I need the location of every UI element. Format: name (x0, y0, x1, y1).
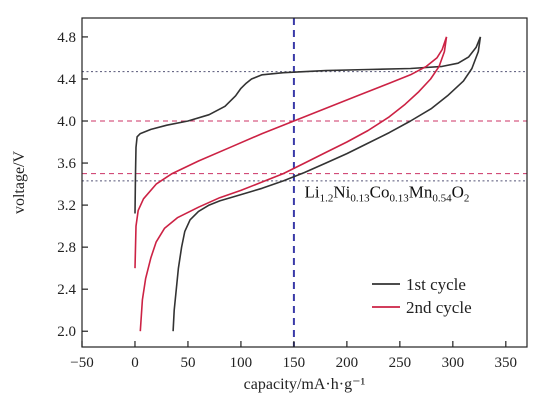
x-tick-label: 50 (180, 355, 195, 371)
x-tick-label: 250 (389, 355, 412, 371)
y-axis-label: voltage/V (11, 151, 28, 215)
y-tick-label: 2.0 (57, 324, 76, 340)
x-tick-label: 200 (336, 355, 359, 371)
x-axis-label: capacity/mA·h·g⁻¹ (244, 376, 366, 393)
legend-label-1st-cycle: 1st cycle (406, 275, 466, 294)
x-tick-label: 0 (131, 355, 139, 371)
curves (134, 36, 482, 332)
x-tick-label: 100 (230, 355, 253, 371)
series-1-discharge-curve (172, 36, 482, 332)
x-tick-label: 150 (283, 355, 306, 371)
legend: 1st cycle 2nd cycle (372, 275, 472, 317)
y-tick-label: 2.8 (57, 240, 76, 256)
x-tick-label: −50 (70, 355, 93, 371)
y-tick-label: 4.0 (57, 114, 76, 130)
y-tick-label: 3.2 (57, 198, 76, 214)
series-1-charge-curve (134, 36, 482, 214)
legend-label-2nd-cycle: 2nd cycle (406, 298, 472, 317)
x-axis-ticks: −50 0 50 100 150 200 250 300 350 (70, 341, 517, 371)
series-2-discharge-curve (139, 36, 448, 332)
y-tick-label: 2.4 (57, 282, 76, 298)
y-axis-ticks: 2.0 2.4 2.8 3.2 3.6 4.0 4.4 4.8 (57, 30, 88, 340)
y-tick-label: 3.6 (57, 156, 76, 172)
composition-annotation: Li1.2Ni0.13Co0.13Mn0.54O2 (305, 183, 470, 205)
y-tick-label: 4.8 (57, 30, 76, 46)
x-tick-label: 350 (495, 355, 518, 371)
x-tick-label: 300 (442, 355, 465, 371)
plot-frame (81, 17, 528, 348)
series-2-charge-curve (134, 36, 448, 269)
y-tick-label: 4.4 (57, 72, 76, 88)
